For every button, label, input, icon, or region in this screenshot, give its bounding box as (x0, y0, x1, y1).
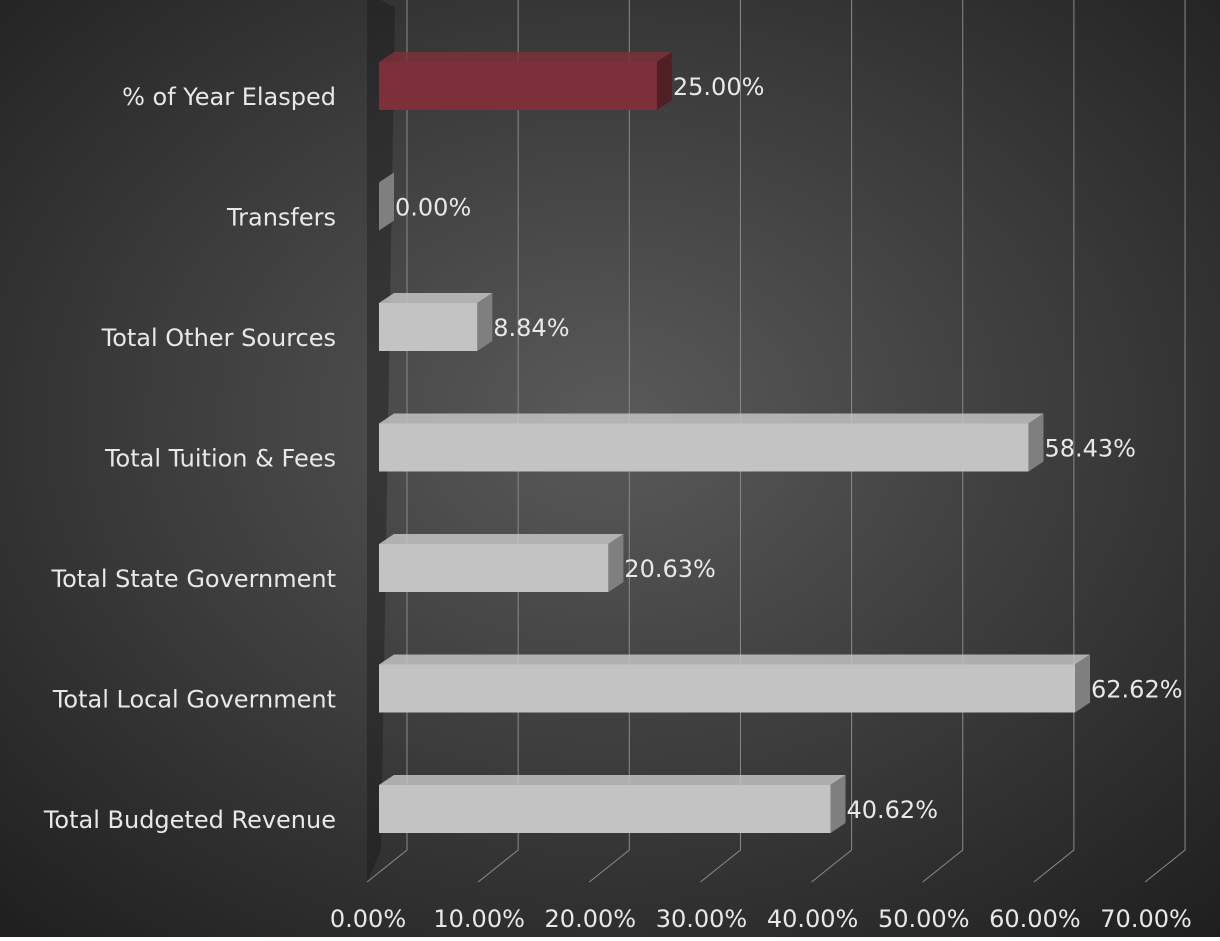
grid-line (1144, 0, 1186, 883)
category-label: Transfers (226, 204, 336, 232)
bar-top (379, 534, 624, 544)
bar-side (1075, 654, 1091, 713)
value-label: 20.63% (624, 555, 716, 583)
category-label: Total Other Sources (101, 324, 336, 352)
value-label: 58.43% (1044, 435, 1136, 463)
value-label: 40.62% (846, 796, 938, 824)
value-label: 8.84% (493, 314, 569, 342)
bar-side (830, 775, 846, 833)
x-tick-label: 10.00% (433, 905, 525, 933)
bar-side-shade (830, 775, 846, 833)
bar (379, 664, 1076, 713)
category-label: Total Tuition & Fees (104, 445, 336, 473)
grid-line (811, 0, 853, 883)
bar (379, 423, 1029, 472)
bar-side-shade (1075, 654, 1091, 713)
bar-side-shade (608, 534, 624, 592)
x-tick-label: 30.00% (656, 905, 748, 933)
bar-top (379, 413, 1044, 424)
x-tick-label: 60.00% (989, 905, 1081, 933)
category-label: Total Local Government (52, 686, 336, 714)
bar-side (477, 293, 493, 351)
bar-top (379, 654, 1091, 665)
x-tick-label: 70.00% (1100, 905, 1192, 933)
bar (379, 785, 831, 833)
grid-line (1033, 0, 1075, 883)
bar-side (608, 534, 624, 592)
x-tick-label: 50.00% (878, 905, 970, 933)
bar-top (379, 775, 846, 785)
category-label: Total Budgeted Revenue (43, 806, 336, 834)
bar-side-shade (477, 293, 493, 351)
bar-side-shade (656, 52, 672, 110)
value-label: 25.00% (673, 73, 765, 101)
grid-line (588, 0, 630, 883)
bar (379, 62, 657, 110)
grid-line (477, 0, 519, 883)
bar-side (656, 52, 672, 110)
bar-top (379, 293, 493, 303)
bar-side (379, 172, 394, 231)
bar-side-shade (379, 172, 394, 231)
bar-top (379, 52, 672, 62)
grid-line (700, 0, 741, 883)
category-label: Total State Government (50, 565, 336, 593)
bar-side-shade (1028, 413, 1044, 472)
value-label: 0.00% (395, 194, 471, 222)
category-label: % of Year Elasped (122, 83, 336, 111)
bar-side (1028, 413, 1044, 472)
grid-line (922, 0, 964, 883)
grid-line (366, 0, 408, 883)
x-tick-label: 40.00% (767, 905, 859, 933)
bar (379, 303, 478, 351)
x-tick-label: 0.00% (330, 905, 406, 933)
value-label: 62.62% (1091, 676, 1183, 704)
x-tick-label: 20.00% (545, 905, 637, 933)
bar (379, 544, 609, 592)
